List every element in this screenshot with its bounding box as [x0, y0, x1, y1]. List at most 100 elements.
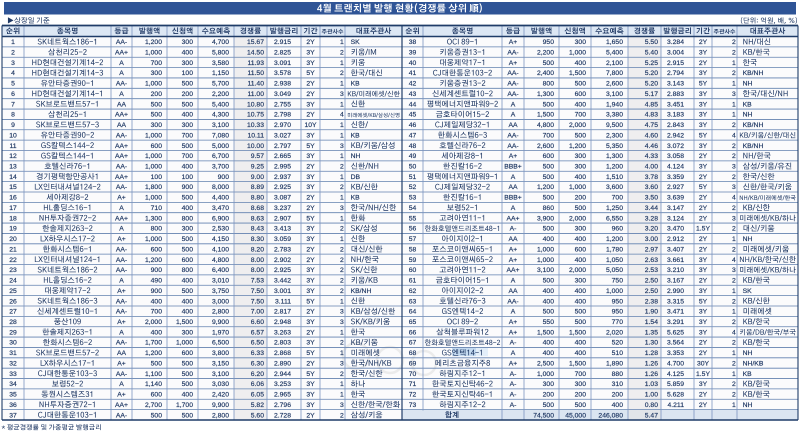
svg-text:600: 600 — [543, 153, 555, 160]
svg-text:3Y: 3Y — [306, 319, 315, 326]
svg-text:3Y: 3Y — [306, 267, 315, 274]
svg-text:48: 48 — [409, 143, 417, 150]
svg-text:2.798: 2.798 — [274, 112, 291, 119]
svg-text:12: 12 — [9, 153, 17, 160]
svg-text:3Y: 3Y — [699, 164, 708, 171]
svg-text:1.30: 1.30 — [645, 340, 658, 347]
svg-text:300: 300 — [182, 60, 194, 67]
svg-text:310: 310 — [612, 381, 624, 388]
svg-text:NH/KB: NH/KB — [743, 360, 764, 367]
svg-text:1: 1 — [340, 132, 344, 139]
svg-text:5.17: 5.17 — [645, 91, 658, 98]
svg-text:1: 1 — [11, 39, 15, 46]
svg-text:1,510: 1,510 — [606, 174, 623, 181]
svg-text:4,400: 4,400 — [212, 195, 229, 202]
svg-text:5Y: 5Y — [699, 81, 708, 88]
svg-text:18: 18 — [9, 215, 17, 222]
svg-text:17: 17 — [9, 205, 17, 212]
svg-text:2Y: 2Y — [306, 257, 315, 264]
svg-text:2Y: 2Y — [306, 195, 315, 202]
svg-text:25: 25 — [9, 288, 17, 295]
svg-text:2.912: 2.912 — [667, 236, 684, 243]
svg-text:2Y: 2Y — [699, 39, 708, 46]
svg-text:1,200: 1,200 — [145, 257, 162, 264]
svg-text:11.50: 11.50 — [247, 70, 264, 77]
svg-text:5Y: 5Y — [306, 143, 315, 150]
svg-text:1: 1 — [340, 39, 344, 46]
svg-text:2,200: 2,200 — [537, 50, 554, 57]
svg-text:3Y: 3Y — [306, 50, 315, 57]
svg-text:2Y: 2Y — [306, 39, 315, 46]
svg-text:A+: A+ — [117, 288, 126, 295]
svg-text:3.091: 3.091 — [274, 60, 291, 67]
svg-text:3,800: 3,800 — [212, 350, 229, 357]
svg-text:5.82: 5.82 — [251, 402, 264, 409]
svg-text:6.05: 6.05 — [251, 392, 264, 399]
svg-text:3Y: 3Y — [699, 143, 708, 150]
svg-text:2Y: 2Y — [699, 350, 708, 357]
svg-text:2: 2 — [340, 184, 344, 191]
svg-text:5: 5 — [11, 81, 15, 88]
svg-text:2Y: 2Y — [306, 412, 315, 419]
svg-text:AA+: AA+ — [506, 215, 519, 222]
svg-text:8.68: 8.68 — [251, 205, 264, 212]
svg-text:10Y: 10Y — [304, 122, 317, 129]
svg-text:3.578: 3.578 — [274, 70, 291, 77]
svg-text:2,020: 2,020 — [606, 329, 623, 336]
svg-text:3Y: 3Y — [699, 319, 708, 326]
svg-text:500: 500 — [543, 101, 555, 108]
svg-text:400: 400 — [543, 236, 555, 243]
svg-text:1,200: 1,200 — [606, 164, 623, 171]
svg-text:A+: A+ — [509, 319, 518, 326]
svg-text:KB/NH: KB/NH — [743, 122, 764, 129]
svg-text:500: 500 — [182, 81, 194, 88]
svg-text:3Y: 3Y — [306, 101, 315, 108]
svg-text:2.938: 2.938 — [274, 81, 291, 88]
svg-text:AA+: AA+ — [115, 174, 128, 181]
svg-text:3.470: 3.470 — [667, 226, 684, 233]
svg-text:45: 45 — [409, 112, 417, 119]
svg-text:400: 400 — [182, 205, 194, 212]
svg-text:3.210: 3.210 — [667, 267, 684, 274]
svg-text:8: 8 — [11, 112, 15, 119]
svg-text:4: 4 — [732, 257, 736, 264]
svg-text:500: 500 — [182, 195, 194, 202]
svg-text:1.26: 1.26 — [645, 360, 658, 367]
svg-text:300: 300 — [182, 329, 194, 336]
svg-text:AA+: AA+ — [115, 143, 128, 150]
svg-text:63: 63 — [409, 298, 417, 305]
svg-text:KB: KB — [351, 132, 361, 139]
svg-text:500: 500 — [543, 174, 555, 181]
svg-text:AA+: AA+ — [115, 50, 128, 57]
svg-text:4.125: 4.125 — [667, 371, 684, 378]
svg-text:2: 2 — [340, 257, 344, 264]
svg-text:AA+: AA+ — [115, 153, 128, 160]
svg-text:5Y: 5Y — [699, 298, 708, 305]
svg-text:400: 400 — [151, 298, 163, 305]
svg-text:21: 21 — [9, 246, 17, 253]
svg-text:500: 500 — [182, 236, 194, 243]
svg-text:400: 400 — [182, 309, 194, 316]
svg-text:2Y: 2Y — [699, 153, 708, 160]
svg-text:2.890: 2.890 — [274, 360, 291, 367]
svg-text:1: 1 — [340, 298, 344, 305]
svg-text:42: 42 — [409, 81, 417, 88]
svg-text:AA-: AA- — [116, 340, 127, 347]
svg-text:2.907: 2.907 — [274, 215, 291, 222]
svg-text:1: 1 — [732, 288, 736, 295]
svg-text:5.60: 5.60 — [251, 412, 264, 419]
svg-text:2.794: 2.794 — [667, 70, 684, 77]
svg-text:3: 3 — [340, 309, 344, 316]
svg-text:3Y: 3Y — [306, 340, 315, 347]
svg-text:1,500: 1,500 — [569, 329, 586, 336]
svg-text:400: 400 — [543, 350, 555, 357]
svg-text:300: 300 — [151, 122, 163, 129]
svg-text:3.20: 3.20 — [645, 226, 658, 233]
svg-text:5.20: 5.20 — [645, 81, 658, 88]
svg-text:47: 47 — [409, 132, 417, 139]
svg-text:1,500: 1,500 — [569, 360, 586, 367]
svg-text:KB: KB — [743, 371, 753, 378]
svg-text:1,000: 1,000 — [569, 50, 586, 57]
svg-text:8,000: 8,000 — [212, 184, 229, 191]
svg-text:A+: A+ — [509, 60, 518, 67]
